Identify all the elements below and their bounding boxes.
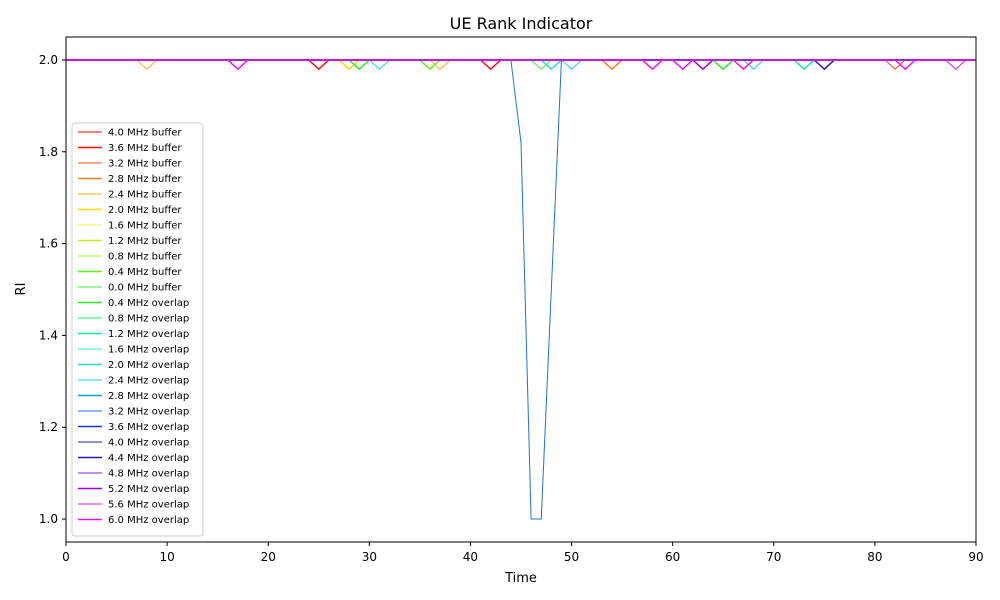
y-tick-label: 1.0 (39, 512, 58, 526)
legend-entry-label: 2.0 MHz buffer (108, 205, 182, 216)
series-lines (66, 59, 976, 520)
legend-entry-label: 0.4 MHz overlap (108, 298, 189, 309)
series-line-18 (66, 59, 976, 520)
legend-entry-label: 6.0 MHz overlap (108, 515, 189, 526)
x-tick-label: 30 (362, 550, 377, 564)
x-tick-label: 50 (564, 550, 579, 564)
y-tick-label: 1.8 (39, 145, 58, 159)
legend-entry-label: 2.4 MHz overlap (108, 376, 189, 387)
x-tick-label: 40 (463, 550, 478, 564)
x-tick-label: 80 (867, 550, 882, 564)
legend-entry-label: 0.8 MHz buffer (108, 252, 182, 263)
legend-entry-label: 4.0 MHz overlap (108, 438, 189, 449)
legend-entry-label: 2.8 MHz buffer (108, 174, 182, 185)
series-line-25 (66, 59, 976, 71)
legend: 4.0 MHz buffer 3.6 MHz buffer 3.2 MHz buff… (71, 122, 204, 537)
legend-entry-label: 1.6 MHz buffer (108, 221, 182, 232)
legend-entry-label: 2.4 MHz buffer (108, 190, 182, 201)
legend-entry-label: 0.4 MHz buffer (108, 267, 182, 278)
x-tick-label: 10 (159, 550, 174, 564)
x-tick-label: 20 (261, 550, 276, 564)
axis-ticks: 0 10 20 30 40 50 60 70 80 90 1.0 1.2 1.4 1.6 1.8 2.0 (39, 53, 984, 564)
y-tick-label: 1.2 (39, 420, 58, 434)
x-tick-label: 90 (968, 550, 983, 564)
y-tick-label: 1.6 (39, 237, 58, 251)
x-axis-label: Time (504, 571, 537, 586)
legend-entry-label: 3.2 MHz buffer (108, 159, 182, 170)
series-line-16 (66, 59, 976, 70)
legend-entry-label: 4.8 MHz overlap (108, 469, 189, 480)
legend-entry-label: 3.6 MHz overlap (108, 422, 189, 433)
legend-entry-label: 3.2 MHz overlap (108, 407, 189, 418)
legend-entry-label: 5.6 MHz overlap (108, 500, 189, 511)
legend-entry-label: 1.2 MHz overlap (108, 329, 189, 340)
legend-entry-label: 5.2 MHz overlap (108, 484, 189, 495)
x-tick-label: 60 (665, 550, 680, 564)
y-tick-label: 1.4 (39, 328, 58, 342)
plot-frame (65, 36, 977, 543)
legend-entry-label: 1.6 MHz overlap (108, 345, 189, 356)
legend-box (71, 122, 204, 537)
legend-entry-label: 2.8 MHz overlap (108, 391, 189, 402)
legend-entry-label: 3.6 MHz buffer (108, 143, 182, 154)
x-tick-label: 0 (62, 550, 70, 564)
legend-entry-label: 4.4 MHz overlap (108, 453, 189, 464)
legend-entry-label: 0.0 MHz buffer (108, 283, 182, 294)
chart-title: UE Rank Indicator (450, 14, 593, 33)
legend-entry-label: 0.8 MHz overlap (108, 314, 189, 325)
y-axis-label: RI (14, 283, 29, 296)
y-tick-label: 2.0 (39, 53, 58, 67)
legend-entry-label: 1.2 MHz buffer (108, 236, 182, 247)
legend-entry-label: 4.0 MHz buffer (108, 128, 182, 139)
x-tick-label: 70 (766, 550, 781, 564)
legend-entry-label: 2.0 MHz overlap (108, 360, 189, 371)
